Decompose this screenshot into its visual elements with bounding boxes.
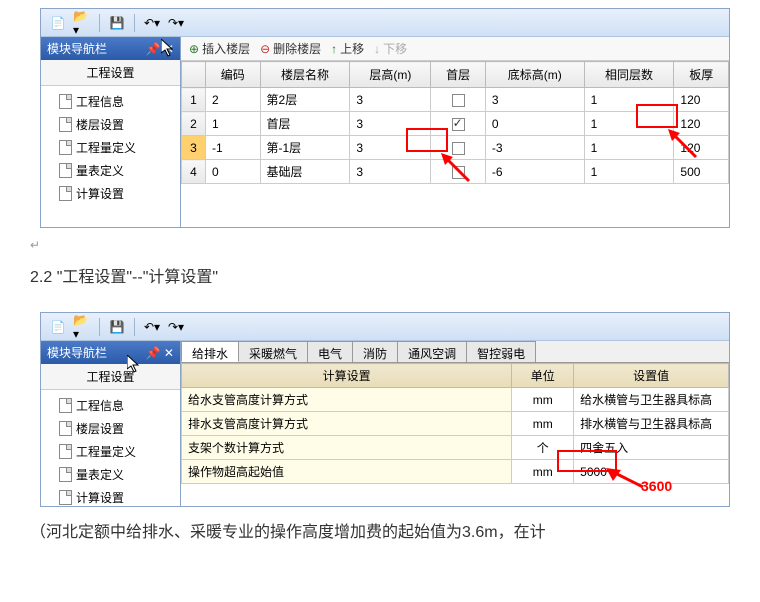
tab[interactable]: 采暖燃气 xyxy=(238,341,308,362)
new-icon[interactable]: 📄 xyxy=(49,318,67,336)
save-icon[interactable]: 💾 xyxy=(108,14,126,32)
nav-panel: 模块导航栏 📌 ✕ 工程设置 工程信息楼层设置工程量定义量表定义计算设置 xyxy=(41,341,181,506)
nav-items: 工程信息楼层设置工程量定义量表定义计算设置 xyxy=(41,390,180,513)
doc-heading: 2.2 "工程设置"--"计算设置" xyxy=(30,262,730,294)
nav-item-label: 计算设置 xyxy=(76,489,124,506)
tab[interactable]: 智控弱电 xyxy=(466,341,536,362)
column-header[interactable]: 首层 xyxy=(431,62,486,88)
first-floor-checkbox[interactable] xyxy=(452,142,465,155)
first-floor-checkbox[interactable] xyxy=(452,166,465,179)
nav-item[interactable]: 量表定义 xyxy=(41,463,180,486)
column-header[interactable]: 板厚 xyxy=(674,62,729,88)
doc-heading-section: ↵ 2.2 "工程设置"--"计算设置" xyxy=(0,238,760,304)
table-row[interactable]: 40基础层3-61500 xyxy=(182,160,729,184)
redo-icon[interactable]: ↷▾ xyxy=(167,14,185,32)
save-icon[interactable]: 💾 xyxy=(108,318,126,336)
column-header[interactable]: 楼层名称 xyxy=(260,62,350,88)
nav-title-bar: 模块导航栏 📌 ✕ xyxy=(41,341,180,364)
column-header[interactable]: 底标高(m) xyxy=(485,62,584,88)
open-icon[interactable]: 📂▾ xyxy=(73,318,91,336)
insert-floor-button[interactable]: ⊕插入楼层 xyxy=(189,40,250,57)
nav-item[interactable]: 计算设置 xyxy=(41,486,180,509)
floors-table[interactable]: 编码楼层名称层高(m)首层底标高(m)相同层数板厚12第2层33112021首层… xyxy=(181,61,729,184)
move-up-button[interactable]: ↑上移 xyxy=(331,40,364,57)
tab[interactable]: 给排水 xyxy=(181,341,239,362)
nav-item[interactable]: 工程量定义 xyxy=(41,136,180,159)
table-row[interactable]: 给水支管高度计算方式mm给水横管与卫生器具标高 xyxy=(182,388,729,412)
nav-item-label: 工程量定义 xyxy=(76,443,136,460)
nav-item[interactable]: 楼层设置 xyxy=(41,417,180,440)
table-row[interactable]: 支架个数计算方式个四舍五入 xyxy=(182,436,729,460)
tab[interactable]: 通风空调 xyxy=(397,341,467,362)
column-header[interactable]: 层高(m) xyxy=(350,62,431,88)
doc-footer: （河北定额中给排水、采暖专业的操作高度增加费的起始值为3.6m，在计 xyxy=(30,517,730,549)
nav-title: 模块导航栏 xyxy=(47,344,107,361)
doc-icon xyxy=(59,444,72,459)
nav-item-label: 量表定义 xyxy=(76,162,124,179)
doc-icon xyxy=(59,421,72,436)
nav-item[interactable]: 量表定义 xyxy=(41,159,180,182)
floor-settings-window: 📄 📂▾ 💾 ↶▾ ↷▾ 模块导航栏 📌 ✕ 工程设置 工程信息楼层设置工程量定… xyxy=(40,8,730,228)
column-header[interactable]: 编码 xyxy=(206,62,261,88)
toolbar: 📄 📂▾ 💾 ↶▾ ↷▾ xyxy=(41,9,729,37)
nav-title: 模块导航栏 xyxy=(47,40,107,57)
move-down-button: ↓下移 xyxy=(374,40,407,57)
redo-icon[interactable]: ↷▾ xyxy=(167,318,185,336)
nav-item-label: 量表定义 xyxy=(76,466,124,483)
toolbar: 📄 📂▾ 💾 ↶▾ ↷▾ xyxy=(41,313,729,341)
column-header[interactable] xyxy=(182,62,206,88)
delete-floor-button[interactable]: ⊖删除楼层 xyxy=(260,40,321,57)
doc-icon xyxy=(59,186,72,201)
nav-item[interactable]: 工程量定义 xyxy=(41,440,180,463)
nav-subtitle: 工程设置 xyxy=(41,364,180,390)
tab[interactable]: 电气 xyxy=(307,341,353,362)
doc-icon xyxy=(59,398,72,413)
main-panel: ⊕插入楼层 ⊖删除楼层 ↑上移 ↓下移 编码楼层名称层高(m)首层底标高(m)相… xyxy=(181,37,729,227)
doc-icon xyxy=(59,490,72,505)
undo-icon[interactable]: ↶▾ xyxy=(143,14,161,32)
undo-icon[interactable]: ↶▾ xyxy=(143,318,161,336)
doc-icon xyxy=(59,140,72,155)
table-row[interactable]: 12第2层331120 xyxy=(182,88,729,112)
table-row[interactable]: 3-1第-1层3-31120 xyxy=(182,136,729,160)
column-header[interactable]: 相同层数 xyxy=(584,62,674,88)
first-floor-checkbox[interactable] xyxy=(452,118,465,131)
doc-footer-section: （河北定额中给排水、采暖专业的操作高度增加费的起始值为3.6m，在计 xyxy=(0,517,760,559)
nav-item-label: 工程量定义 xyxy=(76,139,136,156)
settings-table[interactable]: 计算设置单位设置值给水支管高度计算方式mm给水横管与卫生器具标高排水支管高度计算… xyxy=(181,363,729,484)
doc-icon xyxy=(59,94,72,109)
annotation-value: 3600 xyxy=(641,478,672,494)
table-row[interactable]: 排水支管高度计算方式mm排水横管与卫生器具标高 xyxy=(182,412,729,436)
nav-item-label: 楼层设置 xyxy=(76,420,124,437)
calc-settings-window: 📄 📂▾ 💾 ↶▾ ↷▾ 模块导航栏 📌 ✕ 工程设置 工程信息楼层设置工程量定… xyxy=(40,312,730,507)
nav-item[interactable]: 工程信息 xyxy=(41,90,180,113)
nav-item[interactable]: 计算设置 xyxy=(41,182,180,205)
nav-items: 工程信息楼层设置工程量定义量表定义计算设置 xyxy=(41,86,180,209)
nav-title-bar: 模块导航栏 📌 ✕ xyxy=(41,37,180,60)
column-header[interactable]: 设置值 xyxy=(574,364,729,388)
nav-item-label: 计算设置 xyxy=(76,185,124,202)
column-header[interactable]: 计算设置 xyxy=(182,364,512,388)
tab[interactable]: 消防 xyxy=(352,341,398,362)
open-icon[interactable]: 📂▾ xyxy=(73,14,91,32)
pin-icon[interactable]: 📌 ✕ xyxy=(146,42,174,56)
nav-item[interactable]: 楼层设置 xyxy=(41,113,180,136)
nav-item[interactable]: 工程信息 xyxy=(41,394,180,417)
doc-icon xyxy=(59,467,72,482)
nav-item-label: 工程信息 xyxy=(76,397,124,414)
nav-panel: 模块导航栏 📌 ✕ 工程设置 工程信息楼层设置工程量定义量表定义计算设置 xyxy=(41,37,181,227)
column-header[interactable]: 单位 xyxy=(512,364,574,388)
nav-item-label: 楼层设置 xyxy=(76,116,124,133)
action-bar: ⊕插入楼层 ⊖删除楼层 ↑上移 ↓下移 xyxy=(181,37,729,61)
first-floor-checkbox[interactable] xyxy=(452,94,465,107)
nav-item-label: 工程信息 xyxy=(76,93,124,110)
table-row[interactable]: 21首层301120 xyxy=(182,112,729,136)
doc-icon xyxy=(59,117,72,132)
pin-icon[interactable]: 📌 ✕ xyxy=(146,346,174,360)
new-icon[interactable]: 📄 xyxy=(49,14,67,32)
doc-icon xyxy=(59,163,72,178)
nav-subtitle: 工程设置 xyxy=(41,60,180,86)
tabs: 给排水采暖燃气电气消防通风空调智控弱电 xyxy=(181,341,729,363)
